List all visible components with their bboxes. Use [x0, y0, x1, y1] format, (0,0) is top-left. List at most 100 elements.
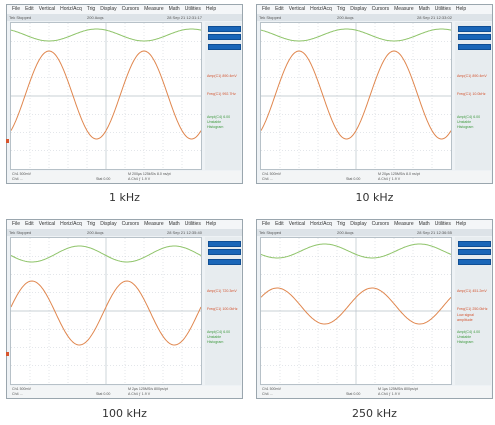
menu-measure[interactable]: Measure — [144, 6, 164, 12]
menu-utilities[interactable]: Utilities — [184, 6, 201, 12]
menu-edit[interactable]: Edit — [25, 6, 34, 12]
menu-cursors[interactable]: Cursors — [371, 221, 390, 227]
menu-file[interactable]: File — [12, 6, 21, 12]
menu-measure[interactable]: Measure — [144, 221, 164, 227]
measure-note-2: Histogram — [207, 125, 224, 129]
side-button-3[interactable] — [208, 259, 241, 265]
measure-2: Freq(C1) 250.0kHz — [457, 307, 488, 311]
waveform-display[interactable] — [260, 237, 452, 385]
menu-cursors[interactable]: Cursors — [121, 221, 140, 227]
menu-cursors[interactable]: Cursors — [121, 6, 140, 12]
menu-vertical[interactable]: Vertical — [38, 221, 56, 227]
measure-1: Amp(C1) 890.4mV — [207, 74, 237, 78]
measure-note-4: Histogram — [457, 340, 474, 344]
menu-vertical[interactable]: Vertical — [288, 221, 306, 227]
waveform-plot — [261, 238, 451, 384]
menu-math[interactable]: Math — [418, 221, 430, 227]
menu-math[interactable]: Math — [168, 221, 180, 227]
menu-edit[interactable]: Edit — [275, 221, 284, 227]
frequency-caption: 250 kHz — [352, 407, 397, 420]
side-button-1[interactable] — [458, 26, 491, 32]
menu-display[interactable]: Display — [100, 6, 117, 12]
ch2-trace — [11, 50, 201, 140]
measurement-side-panel: Amp(C1) 890.4mV Freq(C1) 10.0kHz Ampl(C4… — [455, 22, 491, 170]
status-bar: Ch1 500mV Ch4 ... Stat 0.00 M 200µs 125k… — [10, 171, 241, 183]
menu-utilities[interactable]: Utilities — [184, 221, 201, 227]
menu-trig[interactable]: Trig — [86, 6, 96, 12]
ch2-scale: Ch4 ... — [12, 392, 23, 396]
menu-edit[interactable]: Edit — [25, 221, 34, 227]
trigger: A Ch4 ƒ 1.9 V — [378, 392, 401, 396]
menu-horiz-acq[interactable]: Horiz/Acq — [60, 221, 82, 227]
menu-vertical[interactable]: Vertical — [288, 6, 306, 12]
waveform-display[interactable] — [10, 22, 202, 170]
side-button-2[interactable] — [458, 34, 491, 40]
side-button-1[interactable] — [458, 241, 491, 247]
menu-horiz-acq[interactable]: Horiz/Acq — [310, 6, 332, 12]
side-button-2[interactable] — [458, 249, 491, 255]
waveform-display[interactable] — [260, 22, 452, 170]
stat-readout: Stat 0.00 — [96, 177, 111, 181]
acq-state: Tek Stopped — [259, 15, 282, 20]
waveform-display[interactable] — [10, 237, 202, 385]
side-button-2[interactable] — [208, 249, 241, 255]
measure-1: Amp(C1) 720.3mV — [207, 289, 237, 293]
menu-help[interactable]: Help — [455, 221, 467, 227]
menu-display[interactable]: Display — [100, 221, 117, 227]
timebase: M 2µs 125MS/s 800ps/pt — [128, 387, 168, 391]
menu-help[interactable]: Help — [205, 6, 217, 12]
measurement-side-panel: Amp(C1) 451.2mV Freq(C1) 250.0kHz Low si… — [455, 237, 491, 385]
measure-1: Amp(C1) 451.2mV — [457, 289, 487, 293]
menu-utilities[interactable]: Utilities — [434, 221, 451, 227]
measure-3: Ampl(C4) 6.00 — [207, 330, 231, 334]
status-toolbar: Tek Stopped 200 Acqs 28 Sep 21 12:31:17 — [7, 14, 242, 21]
menu-horiz-acq[interactable]: Horiz/Acq — [60, 6, 82, 12]
menu-edit[interactable]: Edit — [275, 6, 284, 12]
status-toolbar: Tek Stopped 200 Acqs 28 Sep 21 12:33:02 — [257, 14, 492, 21]
menu-trig[interactable]: Trig — [86, 221, 96, 227]
menu-horiz-acq[interactable]: Horiz/Acq — [310, 221, 332, 227]
status-bar: Ch1 500mV Ch4 ... Stat 0.00 M 2µs 125MS/… — [10, 386, 241, 398]
channel-marker — [6, 352, 9, 356]
acq-state: Tek Stopped — [9, 15, 32, 20]
side-button-2[interactable] — [208, 34, 241, 40]
side-button-3[interactable] — [458, 259, 491, 265]
status-bar: Ch1 500mV Ch4 ... Stat 0.00 M 20µs 125MS… — [260, 171, 491, 183]
ch2-scale: Ch4 ... — [262, 392, 273, 396]
measure-note-3: Unstable — [457, 335, 472, 339]
menu-math[interactable]: Math — [168, 6, 180, 12]
ch2-trace — [11, 280, 201, 346]
menu-file[interactable]: File — [12, 221, 21, 227]
menu-file[interactable]: File — [262, 221, 271, 227]
oscilloscope-window: File Edit Vertical Horiz/Acq Trig Display Curs… — [6, 219, 243, 399]
ch1-scale: Ch1 500mV — [12, 172, 31, 176]
menu-trig[interactable]: Trig — [336, 221, 346, 227]
waveform-plot — [11, 23, 201, 169]
scope-panel-250khz: File Edit Vertical Horiz/Acq Trig Display Curs… — [256, 219, 493, 420]
menu-help[interactable]: Help — [205, 221, 217, 227]
ch2-trace — [261, 287, 451, 325]
measure-note-2: Histogram — [207, 340, 224, 344]
measure-3: Ampl(C4) 6.00 — [207, 115, 231, 119]
menu-cursors[interactable]: Cursors — [371, 6, 390, 12]
menu-utilities[interactable]: Utilities — [434, 6, 451, 12]
measure-note-2: Histogram — [457, 125, 474, 129]
measure-note-1: Unstable — [207, 335, 222, 339]
side-button-1[interactable] — [208, 26, 241, 32]
menu-trig[interactable]: Trig — [336, 6, 346, 12]
menu-math[interactable]: Math — [418, 6, 430, 12]
menu-file[interactable]: File — [262, 6, 271, 12]
side-button-1[interactable] — [208, 241, 241, 247]
status-toolbar: Tek Stopped 200 Acqs 28 Sep 21 12:36:55 — [257, 229, 492, 236]
menu-display[interactable]: Display — [350, 221, 367, 227]
menu-help[interactable]: Help — [455, 6, 467, 12]
menu-measure[interactable]: Measure — [394, 6, 414, 12]
side-button-3[interactable] — [208, 44, 241, 50]
ch2-trace — [261, 50, 451, 140]
menu-measure[interactable]: Measure — [394, 221, 414, 227]
side-button-3[interactable] — [458, 44, 491, 50]
oscilloscope-window: File Edit Vertical Horiz/Acq Trig Display Curs… — [256, 219, 493, 399]
menu-display[interactable]: Display — [350, 6, 367, 12]
acq-count: 200 Acqs — [87, 230, 104, 235]
menu-vertical[interactable]: Vertical — [38, 6, 56, 12]
